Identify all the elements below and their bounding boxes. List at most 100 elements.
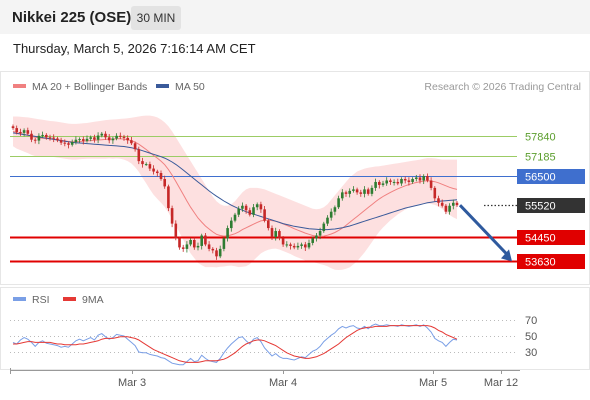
instrument-title: Nikkei 225 (OSE) — [12, 9, 132, 26]
candle-body — [241, 205, 244, 209]
candle-body — [167, 186, 170, 209]
candle-body — [355, 189, 359, 193]
candle-body — [193, 239, 196, 248]
candle-body — [311, 238, 314, 243]
level-label-57185: 57185 — [525, 152, 556, 164]
candle-body — [93, 137, 96, 140]
candle-body — [344, 192, 348, 194]
candle-body — [144, 164, 148, 166]
candle-body — [374, 181, 377, 188]
candle-body — [352, 189, 355, 191]
candle-body — [52, 137, 55, 139]
candle-body — [233, 214, 237, 221]
candle-body — [178, 238, 181, 248]
level-label-54450: 54450 — [525, 233, 556, 245]
ma20-legend-label: MA 20 + Bollinger Bands — [32, 81, 147, 93]
projection-head — [501, 249, 512, 262]
candle-body — [137, 149, 141, 162]
candle-body — [252, 207, 255, 215]
candle-body — [63, 142, 67, 144]
candle-body — [292, 245, 296, 248]
candle-body — [218, 248, 222, 257]
candle-body — [422, 176, 425, 181]
candle-body — [370, 187, 374, 194]
candle-body — [440, 202, 444, 206]
candle-body — [337, 198, 340, 208]
candle-body — [396, 181, 400, 184]
candle-body — [381, 183, 385, 185]
candle-body — [359, 192, 363, 194]
candle-body — [126, 137, 129, 141]
candle-body — [329, 211, 333, 218]
candle-body — [222, 238, 226, 249]
candle-body — [82, 139, 85, 141]
candle-body — [230, 220, 233, 229]
candle-body — [296, 245, 300, 248]
candle-body — [226, 228, 229, 239]
candle-body — [300, 244, 303, 246]
timeframe-button[interactable]: 30 MIN — [131, 6, 181, 30]
candle-body — [366, 189, 370, 194]
level-tag-54450 — [517, 230, 585, 245]
candle-body — [215, 250, 218, 257]
candle-body — [119, 135, 122, 137]
rsi-ma-legend-swatch — [63, 297, 76, 301]
level-label-55520: 55520 — [525, 201, 556, 213]
candle-body — [159, 173, 163, 179]
candle-body — [85, 138, 89, 141]
candle-body — [255, 204, 259, 208]
candle-body — [170, 208, 174, 224]
candle-body — [37, 135, 41, 141]
rsi-ma-legend-label: 9MA — [82, 294, 104, 306]
candle-body — [100, 133, 104, 136]
candle-body — [452, 202, 455, 206]
candle-body — [78, 139, 81, 141]
level-label-57840: 57840 — [525, 132, 556, 144]
candle-body — [326, 217, 329, 224]
candle-body — [304, 244, 307, 248]
ma50-legend-swatch — [156, 84, 169, 88]
candle-body — [378, 181, 381, 185]
candle-body — [41, 134, 44, 136]
candle-body — [274, 231, 277, 237]
candle-body — [122, 136, 126, 138]
candle-body — [444, 205, 448, 212]
candle-body — [89, 137, 92, 139]
rsi-tick-30: 30 — [525, 347, 537, 359]
candle-body — [307, 242, 311, 248]
candle-body — [200, 235, 203, 246]
candle-body — [333, 207, 337, 212]
candle-body — [163, 178, 166, 187]
candle-body — [237, 208, 240, 215]
header-bar: Nikkei 225 (OSE) 30 MIN — [0, 0, 590, 34]
candle-body — [433, 187, 437, 199]
candle-body — [152, 168, 155, 172]
rsi-legend-swatch — [13, 297, 26, 301]
candle-body — [141, 161, 144, 165]
candle-body — [448, 205, 451, 212]
candle-body — [189, 239, 192, 245]
candle-body — [56, 138, 59, 141]
candle-body — [204, 235, 207, 245]
candle-body — [15, 128, 18, 132]
candle-body — [400, 178, 403, 184]
candle-body — [285, 244, 289, 246]
level-tag-53630 — [517, 254, 585, 269]
candle-body — [259, 204, 263, 210]
candle-body — [392, 181, 396, 183]
candle-body — [133, 143, 137, 150]
datetime-label: Thursday, March 5, 2026 7:16:14 AM CET — [13, 41, 256, 56]
ma50-line — [12, 132, 458, 231]
bollinger-bands — [13, 115, 457, 270]
candle-body — [185, 244, 189, 249]
candlesticks — [11, 124, 459, 260]
rsi-tick-50: 50 — [525, 331, 537, 343]
candle-body — [407, 180, 411, 182]
candle-body — [418, 177, 422, 181]
candle-body — [267, 220, 270, 229]
candle-body — [348, 190, 351, 194]
level-labels: 57840 57185 56500 55520 54450 53630 — [517, 132, 585, 269]
candle-body — [174, 223, 178, 239]
